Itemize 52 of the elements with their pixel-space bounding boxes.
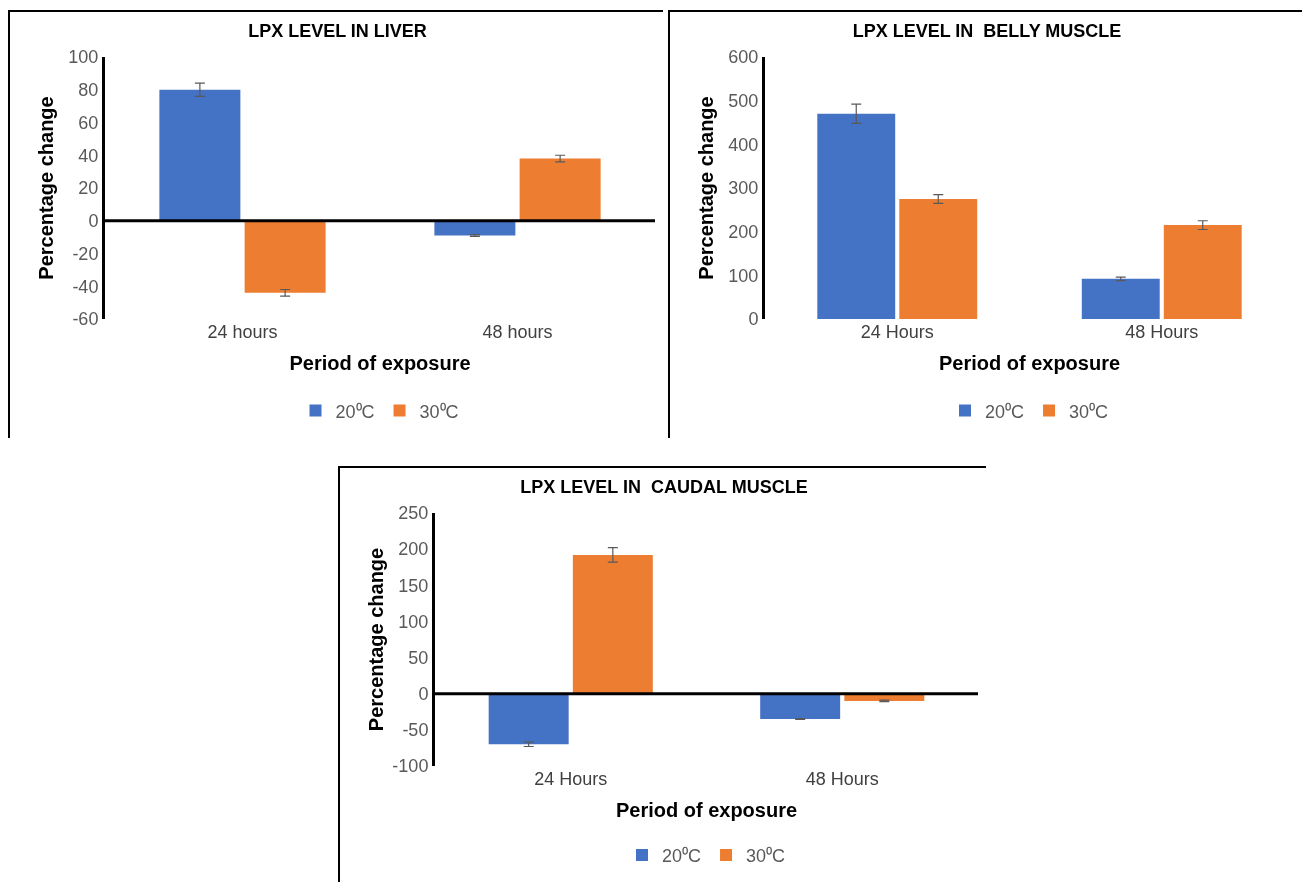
bar bbox=[159, 89, 241, 221]
x-tick-label: 48 hours bbox=[482, 322, 553, 342]
y-tick-label: 0 bbox=[418, 684, 429, 705]
y-tick-label: 600 bbox=[728, 47, 759, 68]
x-tick-label: 24 Hours bbox=[534, 769, 608, 789]
y-tick-label: -60 bbox=[72, 309, 99, 330]
y-tick-label: -40 bbox=[72, 276, 99, 297]
x-tick-label: 48 Hours bbox=[805, 769, 879, 789]
y-tick-label: 40 bbox=[78, 145, 99, 166]
y-tick-label: 60 bbox=[78, 112, 99, 133]
chart-title: LPX LEVEL IN BELLY MUSCLE bbox=[852, 21, 1122, 42]
y-tick-label: 50 bbox=[408, 647, 429, 668]
y-tick-label: 400 bbox=[728, 134, 759, 155]
x-axis-title: Period of exposure bbox=[615, 798, 798, 821]
y-tick-label: -100 bbox=[392, 756, 429, 777]
bar bbox=[899, 198, 978, 319]
y-tick-label: 80 bbox=[78, 80, 99, 101]
bar bbox=[519, 158, 601, 221]
bar bbox=[817, 113, 896, 319]
bar bbox=[1163, 225, 1242, 319]
x-tick-label: 24 Hours bbox=[860, 322, 934, 342]
legend-label: 30⁰C bbox=[1069, 401, 1109, 422]
y-tick-label: 100 bbox=[728, 265, 759, 286]
x-axis-title: Period of exposure bbox=[938, 351, 1121, 374]
legend-label: 30⁰C bbox=[746, 846, 786, 867]
y-tick-label: -50 bbox=[402, 720, 429, 741]
legend-label: 20⁰C bbox=[662, 846, 702, 867]
y-tick-label: 100 bbox=[68, 47, 99, 68]
x-axis-title: Period of exposure bbox=[289, 351, 471, 374]
bar bbox=[1081, 278, 1160, 319]
chart-title: LPX LEVEL IN LIVER bbox=[248, 21, 427, 42]
y-axis-title: Percentage change bbox=[35, 96, 57, 280]
y-tick-label: 150 bbox=[398, 575, 429, 596]
y-tick-label: 0 bbox=[88, 211, 99, 232]
y-axis-title: Percentage change bbox=[695, 96, 717, 280]
y-tick-label: 0 bbox=[748, 309, 759, 330]
y-tick-label: 500 bbox=[728, 90, 759, 111]
x-tick-label: 48 Hours bbox=[1125, 322, 1199, 342]
y-tick-label: 200 bbox=[728, 221, 759, 242]
y-tick-label: 300 bbox=[728, 178, 759, 199]
legend-label: 30⁰C bbox=[419, 401, 459, 422]
y-tick-label: 200 bbox=[398, 539, 429, 560]
legend-label: 20⁰C bbox=[985, 401, 1025, 422]
x-tick-label: 24 hours bbox=[207, 322, 278, 342]
y-tick-label: 250 bbox=[398, 503, 429, 524]
chart-title: LPX LEVEL IN CAUDAL MUSCLE bbox=[520, 477, 808, 498]
y-tick-label: 100 bbox=[398, 611, 429, 632]
bar bbox=[244, 220, 326, 293]
legend-label: 20⁰C bbox=[335, 401, 375, 422]
y-tick-label: 20 bbox=[78, 178, 99, 199]
y-tick-label: -20 bbox=[72, 243, 99, 264]
y-axis-title: Percentage change bbox=[365, 547, 387, 732]
